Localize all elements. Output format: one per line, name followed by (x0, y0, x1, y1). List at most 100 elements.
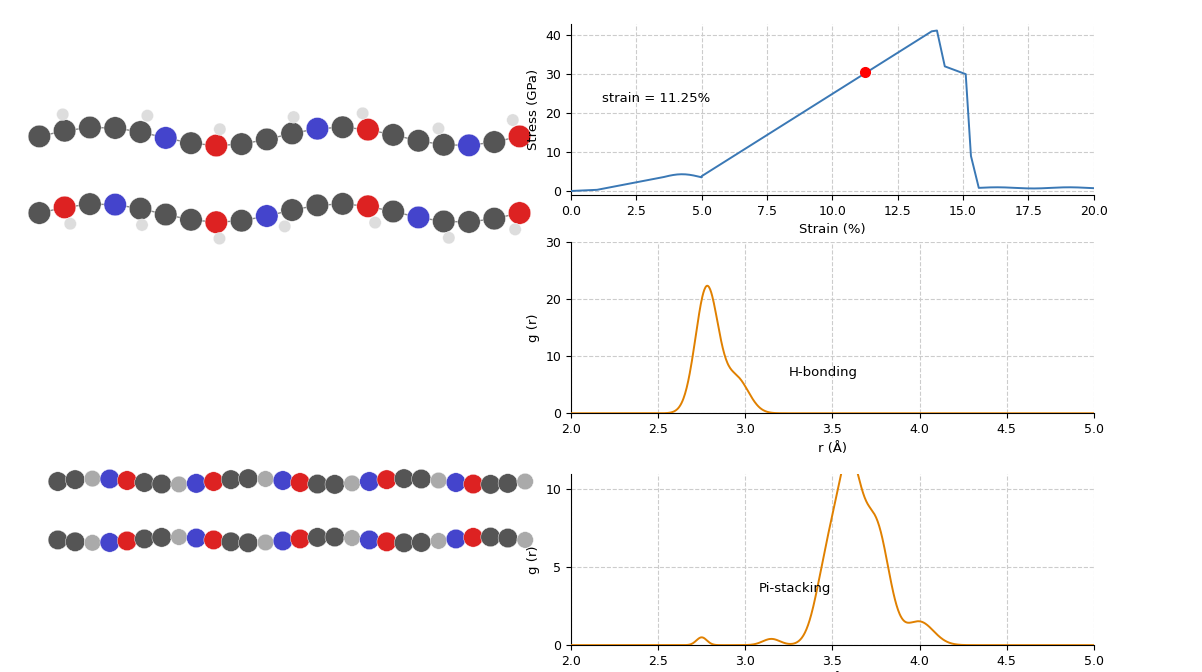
Circle shape (64, 218, 77, 230)
Circle shape (357, 195, 379, 218)
Circle shape (446, 473, 465, 493)
Circle shape (65, 532, 85, 552)
Y-axis label: g (r): g (r) (526, 545, 540, 574)
Circle shape (103, 117, 126, 139)
Circle shape (78, 116, 101, 138)
Circle shape (279, 220, 291, 233)
Circle shape (206, 211, 227, 233)
X-axis label: r (Å): r (Å) (817, 442, 847, 454)
Text: H-bonding: H-bonding (789, 366, 858, 379)
Circle shape (344, 530, 361, 546)
X-axis label: Strain (%): Strain (%) (799, 223, 865, 236)
Circle shape (151, 474, 172, 494)
Circle shape (103, 194, 126, 216)
Circle shape (433, 122, 445, 134)
Circle shape (171, 476, 188, 493)
Circle shape (498, 474, 518, 493)
Circle shape (53, 196, 76, 218)
Circle shape (344, 475, 361, 492)
Circle shape (206, 134, 227, 157)
Circle shape (357, 107, 369, 120)
Circle shape (517, 532, 534, 548)
Circle shape (394, 469, 413, 489)
Circle shape (48, 472, 67, 491)
Circle shape (359, 530, 379, 550)
Circle shape (411, 533, 432, 552)
Circle shape (130, 198, 151, 220)
Circle shape (464, 474, 483, 494)
Circle shape (151, 528, 172, 547)
Circle shape (446, 529, 465, 548)
Circle shape (377, 532, 397, 552)
Circle shape (84, 470, 101, 487)
Circle shape (118, 471, 137, 491)
Circle shape (56, 108, 69, 120)
Circle shape (155, 127, 177, 149)
Circle shape (287, 111, 299, 123)
Circle shape (332, 193, 353, 215)
Circle shape (307, 118, 328, 140)
Circle shape (433, 210, 456, 233)
Circle shape (180, 208, 202, 231)
Circle shape (508, 125, 531, 148)
Circle shape (458, 211, 481, 233)
Circle shape (332, 116, 353, 138)
Circle shape (118, 531, 137, 550)
Y-axis label: g (r): g (r) (526, 313, 540, 342)
Circle shape (214, 123, 226, 135)
Circle shape (325, 528, 345, 547)
Circle shape (517, 473, 534, 490)
Circle shape (281, 122, 303, 144)
Circle shape (142, 110, 154, 122)
Circle shape (78, 193, 101, 215)
Circle shape (257, 470, 274, 487)
Circle shape (256, 205, 278, 227)
Text: Pi-stacking: Pi-stacking (760, 582, 832, 595)
Circle shape (273, 471, 292, 491)
Circle shape (257, 534, 274, 551)
Circle shape (377, 470, 397, 489)
Circle shape (369, 216, 381, 228)
Circle shape (204, 530, 224, 550)
Circle shape (430, 533, 447, 549)
Circle shape (483, 208, 506, 230)
Circle shape (307, 194, 328, 216)
Circle shape (430, 472, 447, 489)
Circle shape (28, 125, 50, 148)
Circle shape (171, 529, 188, 545)
Circle shape (231, 133, 252, 155)
Circle shape (433, 134, 456, 156)
Circle shape (273, 531, 292, 550)
Circle shape (135, 529, 154, 548)
Circle shape (231, 210, 252, 232)
Circle shape (407, 130, 429, 152)
Circle shape (100, 533, 119, 552)
Circle shape (481, 528, 500, 547)
Circle shape (28, 202, 50, 224)
Circle shape (221, 532, 240, 552)
Circle shape (442, 232, 456, 244)
Circle shape (213, 233, 226, 245)
Circle shape (308, 528, 327, 547)
Circle shape (325, 474, 345, 494)
Circle shape (508, 223, 522, 235)
Circle shape (84, 534, 101, 551)
Circle shape (100, 469, 119, 489)
Circle shape (382, 200, 404, 222)
Circle shape (458, 134, 481, 157)
Circle shape (359, 472, 379, 491)
Circle shape (464, 528, 483, 547)
Circle shape (291, 473, 310, 493)
Y-axis label: Stress (GPa): Stress (GPa) (526, 69, 540, 150)
Circle shape (186, 528, 206, 548)
Circle shape (53, 120, 76, 142)
Circle shape (238, 469, 258, 489)
Circle shape (281, 199, 303, 221)
Circle shape (204, 472, 224, 491)
Circle shape (382, 124, 404, 146)
Circle shape (507, 114, 519, 126)
Circle shape (136, 219, 148, 231)
Circle shape (357, 118, 379, 141)
Circle shape (155, 204, 177, 226)
Circle shape (291, 529, 310, 548)
